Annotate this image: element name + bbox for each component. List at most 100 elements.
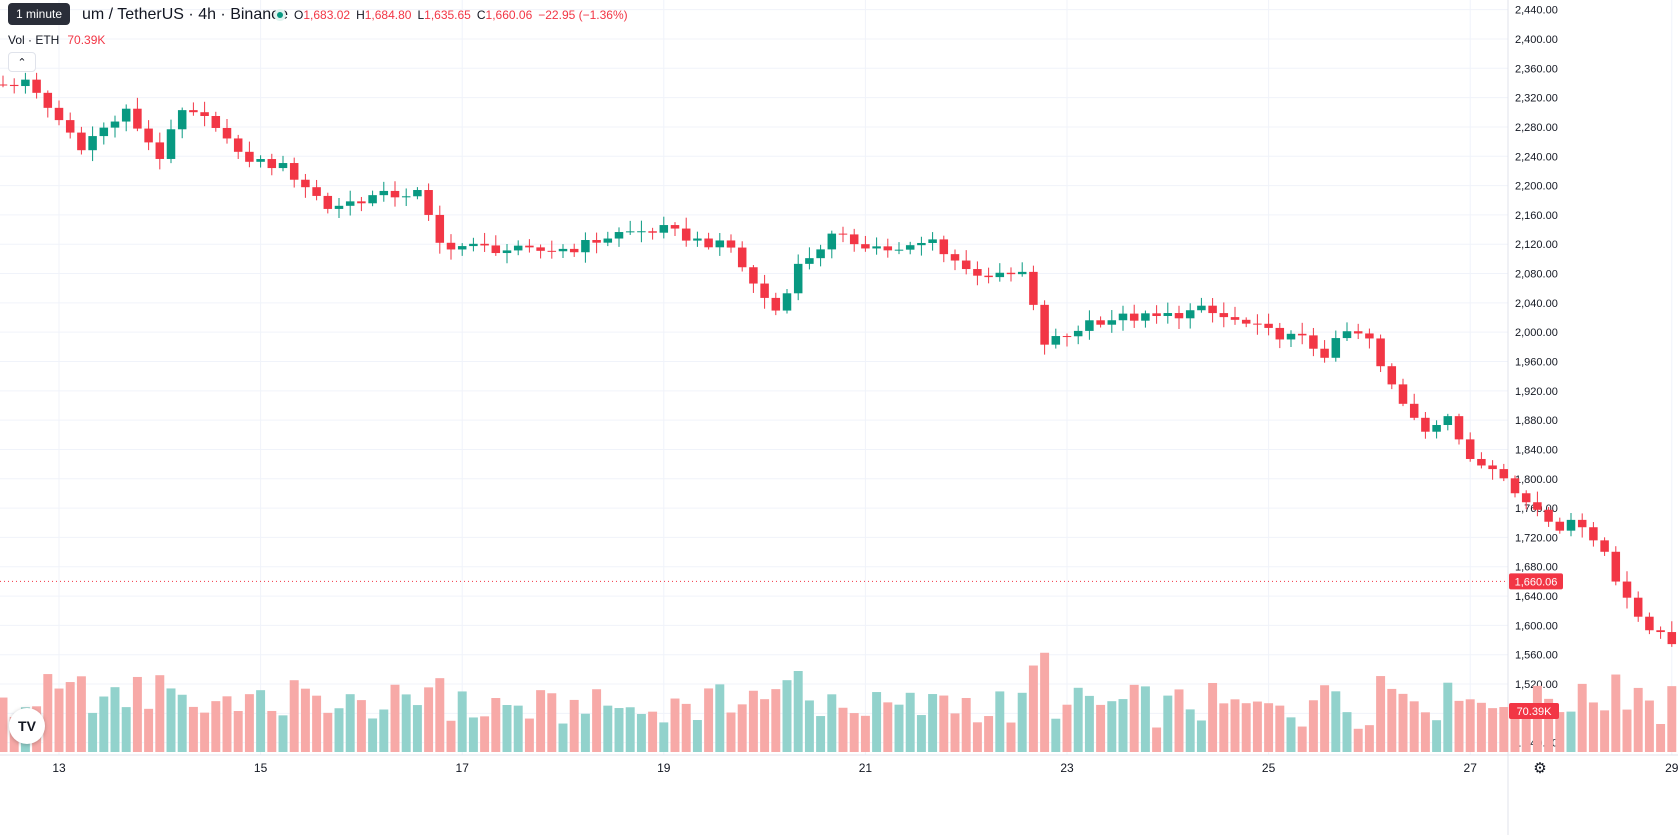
candle-body[interactable] (379, 190, 389, 196)
volume-bar[interactable] (345, 694, 355, 752)
candle-body[interactable] (1566, 519, 1576, 531)
candle-body[interactable] (749, 267, 758, 284)
volume-bar[interactable] (1051, 718, 1061, 752)
candle-body[interactable] (558, 248, 568, 252)
candle-body[interactable] (1645, 616, 1654, 631)
candle-body[interactable] (771, 297, 781, 311)
candle-body[interactable] (1174, 313, 1184, 319)
volume-bar[interactable] (54, 688, 64, 752)
volume-bar[interactable] (1275, 705, 1285, 752)
candle-body[interactable] (1387, 366, 1397, 385)
candle-body[interactable] (1555, 521, 1565, 531)
volume-bar[interactable] (1521, 705, 1531, 752)
candle-body[interactable] (1129, 313, 1139, 321)
candle-body[interactable] (289, 163, 299, 180)
candle-body[interactable] (1253, 323, 1262, 325)
candle-body[interactable] (1409, 403, 1419, 418)
volume-bar[interactable] (211, 701, 221, 752)
volume-bar[interactable] (188, 706, 198, 752)
candle-body[interactable] (1286, 333, 1296, 340)
candle-body[interactable] (1230, 317, 1240, 320)
candle-body[interactable] (614, 232, 624, 239)
candle-body[interactable] (222, 127, 232, 139)
volume-bar[interactable] (424, 687, 434, 752)
candle-body[interactable] (334, 205, 344, 209)
candle-body[interactable] (88, 136, 97, 151)
candle-body[interactable] (9, 84, 19, 87)
volume-bar[interactable] (995, 691, 1005, 752)
candle-body[interactable] (905, 245, 915, 250)
volume-bar[interactable] (872, 692, 882, 752)
candle-body[interactable] (491, 245, 501, 254)
candle-body[interactable] (424, 190, 433, 215)
candle-body[interactable] (637, 231, 646, 233)
volume-bar[interactable] (1308, 700, 1318, 752)
volume-bar[interactable] (569, 699, 579, 752)
volume-bar[interactable] (244, 694, 254, 752)
volume-bar[interactable] (804, 700, 814, 752)
candle-body[interactable] (782, 293, 792, 311)
candle-body[interactable] (177, 110, 187, 130)
volume-bar[interactable] (1028, 665, 1038, 752)
volume-bar[interactable] (928, 694, 938, 752)
volume-bar[interactable] (1320, 685, 1330, 752)
candle-body[interactable] (1118, 313, 1128, 321)
volume-bar[interactable] (1353, 728, 1363, 752)
volume-bar[interactable] (300, 688, 310, 752)
volume-bar[interactable] (648, 711, 658, 752)
volume-bar[interactable] (894, 704, 904, 752)
volume-bar[interactable] (961, 697, 971, 752)
volume-bar[interactable] (726, 712, 736, 752)
volume-bar[interactable] (222, 696, 232, 752)
candle-body[interactable] (928, 239, 937, 243)
candle-body[interactable] (1275, 327, 1285, 340)
volume-bar[interactable] (972, 722, 982, 752)
volume-bar[interactable] (1420, 712, 1430, 752)
volume-bar[interactable] (1611, 674, 1621, 752)
volume-bar[interactable] (636, 714, 646, 752)
candle-body[interactable] (883, 246, 893, 251)
volume-bar[interactable] (1656, 723, 1666, 752)
candle-body[interactable] (1611, 551, 1621, 582)
candle-body[interactable] (1241, 319, 1251, 324)
volume-bar[interactable] (1331, 691, 1341, 752)
candle-body[interactable] (99, 127, 109, 137)
volume-bar[interactable] (480, 716, 490, 752)
candle-body[interactable] (1454, 416, 1464, 440)
volume-bar[interactable] (905, 692, 915, 752)
volume-badge[interactable] (1509, 703, 1559, 719)
volume-bar[interactable] (1264, 703, 1274, 752)
volume-bar[interactable] (737, 704, 747, 752)
candle-body[interactable] (659, 225, 669, 233)
candle-body[interactable] (1342, 331, 1352, 339)
candle-body[interactable] (457, 246, 467, 250)
volume-bar[interactable] (614, 708, 624, 752)
volume-bar[interactable] (603, 705, 613, 752)
volume-bar[interactable] (1667, 686, 1677, 752)
candle-body[interactable] (625, 231, 635, 233)
candle-body[interactable] (973, 269, 982, 276)
market-status-icon[interactable] (274, 9, 286, 21)
candle-body[interactable] (435, 214, 445, 243)
candle-body[interactable] (681, 228, 691, 241)
candle-body[interactable] (1040, 304, 1049, 345)
volume-bar[interactable] (760, 699, 770, 752)
candle-body[interactable] (704, 238, 713, 248)
volume-bar[interactable] (816, 716, 826, 752)
volume-bar[interactable] (401, 694, 411, 752)
volume-bar[interactable] (1342, 712, 1352, 752)
volume-bar[interactable] (356, 700, 366, 752)
candle-body[interactable] (670, 225, 680, 229)
candle-body[interactable] (525, 245, 534, 248)
candle-body[interactable] (1264, 323, 1273, 328)
volume-bar[interactable] (1566, 711, 1576, 752)
candle-body[interactable] (805, 258, 814, 264)
candle-body[interactable] (995, 272, 1005, 278)
candle-body[interactable] (1331, 338, 1341, 358)
candle-body[interactable] (345, 201, 355, 206)
candle-body[interactable] (133, 108, 142, 129)
candle-body[interactable] (1309, 335, 1318, 349)
volume-bar[interactable] (502, 704, 512, 752)
candle-body[interactable] (77, 132, 86, 151)
